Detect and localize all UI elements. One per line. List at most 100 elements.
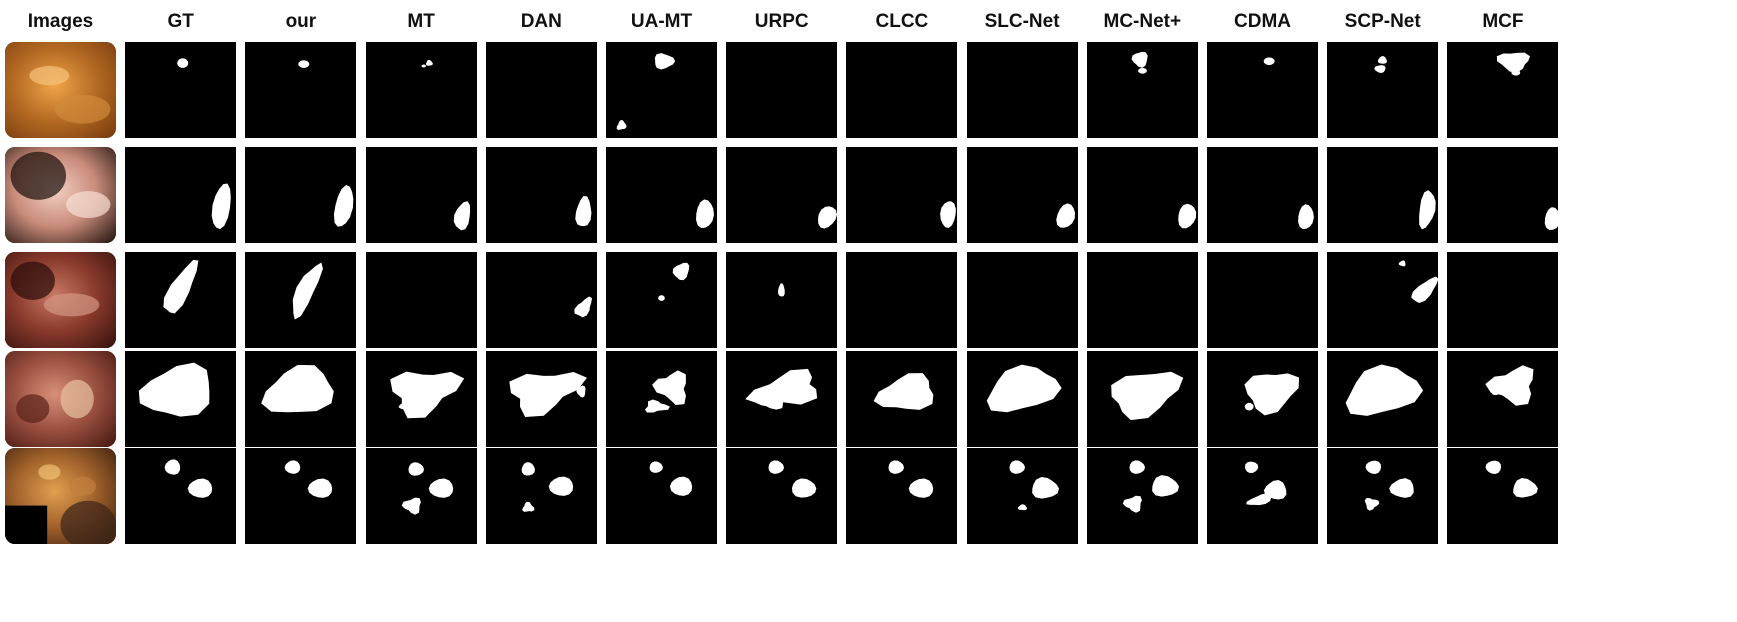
mask-region xyxy=(1398,260,1406,267)
segmentation-mask xyxy=(485,42,597,138)
segmentation-mask xyxy=(966,252,1078,348)
column-header-clcc: CLCC xyxy=(875,11,929,32)
segmentation-mask xyxy=(365,147,477,243)
input-image xyxy=(5,351,116,447)
segmentation-mask xyxy=(125,252,237,348)
mask-region xyxy=(1513,478,1539,498)
input-image xyxy=(5,252,116,348)
segmentation-mask xyxy=(245,448,357,544)
column-header-mt: MT xyxy=(407,11,435,32)
mask-region xyxy=(521,501,535,512)
mask-region xyxy=(138,362,210,417)
column-header-images: Images xyxy=(27,11,94,32)
column-header-urpc: URPC xyxy=(754,11,809,32)
segmentation-mask xyxy=(606,147,717,243)
mask-region xyxy=(408,462,424,476)
column-header-cdma: CDMA xyxy=(1234,11,1291,32)
mask-region xyxy=(1122,495,1142,513)
segmentation-mask xyxy=(125,42,237,138)
segmentation-mask xyxy=(125,351,237,447)
segmentation-mask xyxy=(966,448,1078,544)
mask-region xyxy=(616,120,627,131)
segmentation-mask xyxy=(726,448,838,544)
mask-region xyxy=(164,459,181,475)
mask-region xyxy=(285,460,301,474)
segmentation-mask xyxy=(1447,252,1559,348)
mask-region xyxy=(669,476,693,496)
input-image xyxy=(5,448,116,544)
mask-region xyxy=(576,385,586,398)
mask-region xyxy=(521,462,535,476)
mask-region xyxy=(401,497,421,515)
column-header-mcf: MCF xyxy=(1482,11,1524,32)
segmentation-mask xyxy=(125,448,237,544)
mask-region xyxy=(1244,461,1259,474)
mask-region xyxy=(1411,276,1439,303)
mask-region xyxy=(1345,364,1424,416)
column-header-dan: DAN xyxy=(520,11,562,32)
mask-region xyxy=(1485,365,1534,406)
segmentation-mask xyxy=(726,252,838,348)
mask-region xyxy=(696,199,715,229)
segmentation-mask xyxy=(1207,42,1318,138)
segmentation-mask xyxy=(485,252,597,348)
segmentation-mask xyxy=(606,351,717,447)
segmentation-mask xyxy=(846,351,958,447)
mask-region xyxy=(658,295,665,301)
segmentation-mask xyxy=(125,147,237,243)
mask-region xyxy=(1246,493,1272,506)
mask-region xyxy=(768,460,785,474)
mask-region xyxy=(1129,460,1145,474)
mask-region xyxy=(575,196,592,227)
segmentation-mask xyxy=(726,351,838,447)
segmentation-mask xyxy=(1086,147,1198,243)
column-header-mc-net-: MC-Net+ xyxy=(1103,11,1182,32)
segmentation-mask xyxy=(1327,351,1439,447)
segmentation-mask xyxy=(1447,351,1559,447)
mask-region xyxy=(644,399,670,413)
segmentation-mask xyxy=(245,351,357,447)
mask-region xyxy=(1511,69,1521,76)
mask-region xyxy=(163,259,199,314)
segmentation-mask xyxy=(485,147,597,243)
mask-region xyxy=(1497,52,1531,73)
mask-region xyxy=(1492,387,1504,396)
segmentation-mask xyxy=(1207,351,1318,447)
mask-region xyxy=(398,399,418,410)
mask-region xyxy=(909,478,934,498)
mask-region xyxy=(1298,204,1314,230)
mask-region xyxy=(1055,203,1075,228)
mask-region xyxy=(654,53,676,70)
mask-region xyxy=(1378,56,1388,64)
mask-region xyxy=(1244,402,1254,411)
segmentation-mask xyxy=(1327,252,1439,348)
segmentation-mask xyxy=(1447,448,1559,544)
segmentation-mask xyxy=(1086,448,1198,544)
mask-region xyxy=(425,59,433,66)
segmentation-mask xyxy=(1327,42,1439,138)
column-header-our: our xyxy=(285,11,317,32)
segmentation-mask xyxy=(1207,147,1318,243)
segmentation-mask xyxy=(1086,42,1198,138)
segmentation-mask xyxy=(966,351,1078,447)
segmentation-mask xyxy=(365,448,477,544)
column-header-gt: GT xyxy=(167,11,194,32)
mask-region xyxy=(293,262,324,320)
segmentation-mask xyxy=(485,351,597,447)
mask-region xyxy=(874,373,934,410)
segmentation-mask xyxy=(485,448,597,544)
mask-region xyxy=(649,461,663,473)
segmentation-mask xyxy=(1086,351,1198,447)
segmentation-mask xyxy=(1327,448,1439,544)
mask-region xyxy=(421,64,426,68)
mask-region xyxy=(1151,475,1179,497)
input-image xyxy=(5,42,116,138)
mask-region xyxy=(334,185,354,227)
segmentation-mask xyxy=(726,147,838,243)
segmentation-mask xyxy=(606,448,717,544)
mask-region xyxy=(211,183,231,230)
segmentation-mask xyxy=(245,147,357,243)
column-header-slc-net: SLC-Net xyxy=(984,11,1060,32)
mask-region xyxy=(792,478,817,498)
